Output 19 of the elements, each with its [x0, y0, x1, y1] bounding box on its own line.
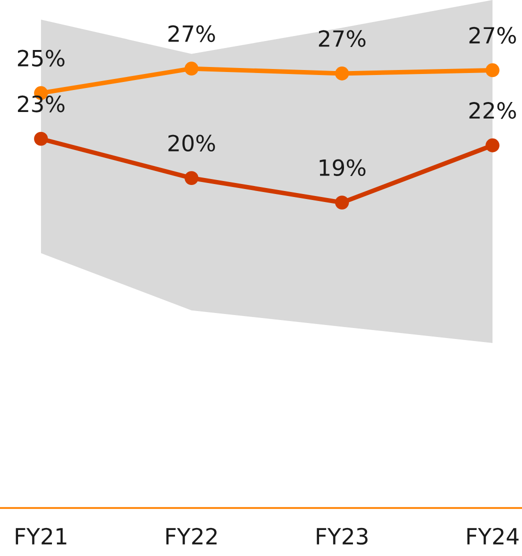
- point: [486, 63, 500, 78]
- x-tick-label: FY24: [467, 528, 519, 544]
- data-label: 20%: [168, 134, 215, 152]
- point: [335, 196, 349, 210]
- data-label: 23%: [18, 96, 64, 112]
- point: [486, 138, 500, 152]
- data-label: 25%: [18, 50, 64, 67]
- point: [184, 62, 198, 76]
- x-tick-label: FY22: [166, 528, 217, 544]
- data-label: 27%: [168, 25, 215, 42]
- data-label: 22%: [469, 102, 516, 119]
- point: [335, 66, 349, 80]
- x-tick-label: FY23: [316, 528, 368, 545]
- data-label: 27%: [469, 26, 516, 44]
- x-tick-label: FY21: [16, 528, 66, 544]
- data-label: 27%: [318, 30, 366, 47]
- point: [184, 171, 198, 185]
- data-label: 19%: [320, 159, 366, 176]
- point: [34, 132, 48, 146]
